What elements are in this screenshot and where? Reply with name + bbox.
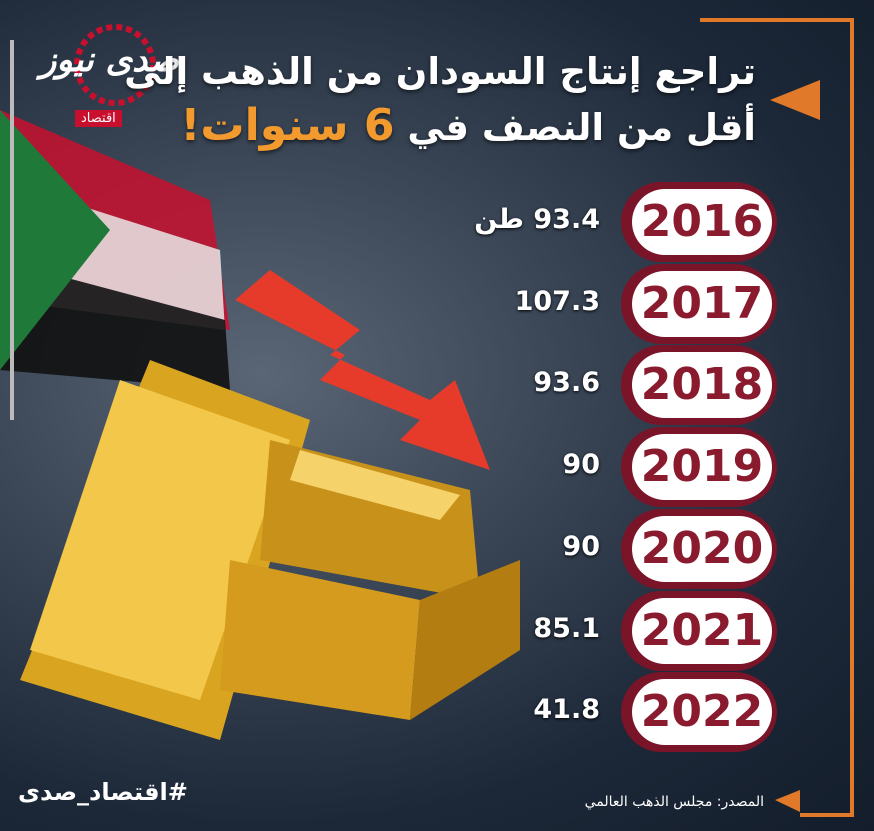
hashtag: #اقتصاد_صدى [18,778,188,806]
gold-bar-top [30,380,290,700]
production-value: 93.6 [533,367,600,399]
production-value: 90 [562,449,600,481]
title-highlight: 6 سنوات! [180,100,395,151]
logo: صدى نيوز [40,40,179,80]
flag-green [0,110,110,370]
down-arrow [235,270,490,470]
year-pill: 2020 [632,515,772,582]
logo-ring [74,24,156,106]
production-value: 93.4 طن [474,204,600,235]
title-text: أقل من النصف في [407,106,756,149]
year-pill: 2021 [632,597,772,664]
year-pill: 2019 [632,434,772,501]
year-pill: 2022 [632,679,772,746]
title-line1: تراجع إنتاج السودان من الذهب إلى [124,50,756,93]
logo-section: اقتصاد [75,110,122,127]
source: المصدر: مجلس الذهب العالمي [584,794,764,810]
year-pill: 2017 [632,270,772,337]
production-value: 90 [562,530,600,562]
gold-bar [220,560,420,720]
production-value: 107.3 [514,285,600,317]
frame-pointer [775,790,800,812]
frame-pointer [770,80,820,120]
year-pill: 2018 [632,352,772,419]
gold-bar-side [410,560,520,720]
production-value: 41.8 [533,694,600,726]
gold-bar-top [290,450,460,520]
production-value: 85.1 [533,612,600,644]
title-line2: أقل من النصف في 6 سنوات! [180,100,756,151]
year-pill: 2016 [632,189,772,255]
frame [700,18,854,817]
